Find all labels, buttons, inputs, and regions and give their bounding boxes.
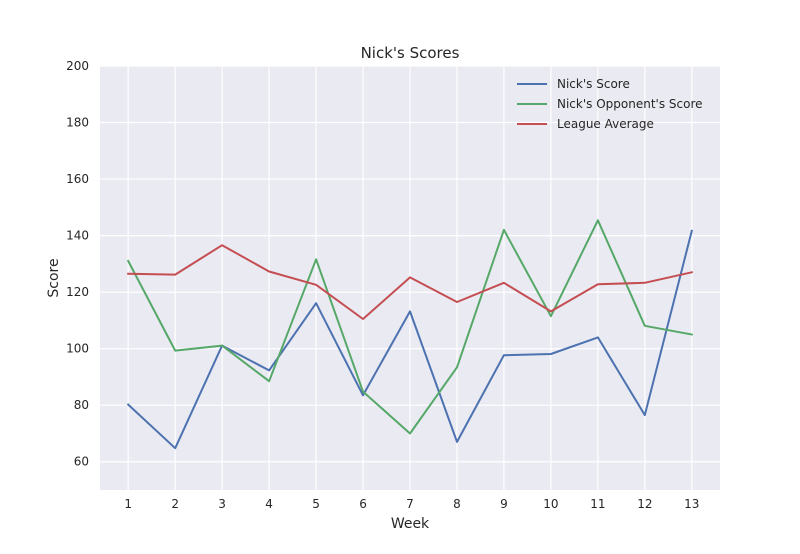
y-tick-label: 60 [74, 455, 89, 469]
x-tick-label: 13 [684, 497, 699, 511]
x-tick-label: 10 [543, 497, 558, 511]
y-tick-label: 200 [66, 59, 89, 73]
legend: Nick's Score Nick's Opponent's Score Leagu… [517, 77, 703, 131]
y-tick-label: 160 [66, 172, 89, 186]
series-line-2 [126, 219, 693, 435]
x-tick-label: 11 [590, 497, 605, 511]
legend-label: Nick's Opponent's Score [557, 97, 703, 111]
series-line-3 [127, 244, 693, 320]
x-tick-label: 6 [359, 497, 367, 511]
x-tick-label: 4 [265, 497, 273, 511]
series-lines [126, 219, 694, 450]
y-axis-label: Score [46, 258, 62, 297]
x-tick-label: 3 [218, 497, 226, 511]
grid [100, 65, 720, 490]
y-tick-label: 120 [66, 285, 89, 299]
y-tick-label: 80 [74, 398, 89, 412]
x-tick-label: 12 [637, 497, 652, 511]
y-tick-label: 180 [66, 116, 89, 130]
x-tick-label: 1 [124, 497, 132, 511]
y-tick-label: 140 [66, 229, 89, 243]
y-tick-label: 100 [66, 342, 89, 356]
x-tick-label: 8 [453, 497, 461, 511]
legend-label: Nick's Score [557, 77, 630, 91]
x-tick-label: 5 [312, 497, 320, 511]
x-axis-label: Week [391, 516, 430, 532]
x-tick-label: 9 [500, 497, 508, 511]
legend-label: League Average [557, 117, 654, 131]
chart-title: Nick's Scores [361, 44, 460, 62]
x-tick-label: 2 [171, 497, 179, 511]
x-tick-label: 7 [406, 497, 414, 511]
